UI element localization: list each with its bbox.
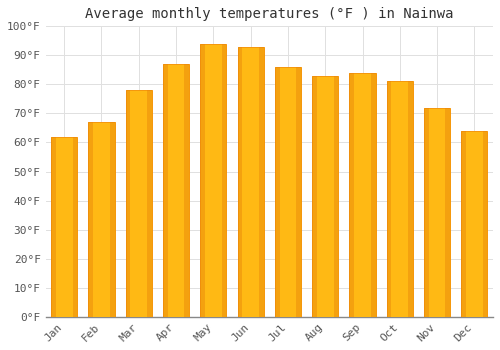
Bar bbox=[200, 44, 205, 317]
Bar bbox=[163, 64, 168, 317]
Bar bbox=[387, 82, 392, 317]
Bar bbox=[238, 47, 242, 317]
Bar bbox=[462, 131, 487, 317]
Bar bbox=[126, 90, 152, 317]
Bar bbox=[462, 131, 466, 317]
Bar bbox=[163, 64, 189, 317]
Bar bbox=[88, 122, 93, 317]
Bar bbox=[184, 64, 189, 317]
Bar bbox=[350, 73, 354, 317]
Bar bbox=[147, 90, 152, 317]
Bar bbox=[72, 137, 78, 317]
Bar bbox=[238, 47, 264, 317]
Bar bbox=[350, 73, 376, 317]
Bar bbox=[387, 82, 413, 317]
Bar bbox=[110, 122, 114, 317]
Bar bbox=[296, 67, 301, 317]
Bar bbox=[371, 73, 376, 317]
Bar bbox=[222, 44, 226, 317]
Bar bbox=[312, 76, 317, 317]
Title: Average monthly temperatures (°F ) in Nainwa: Average monthly temperatures (°F ) in Na… bbox=[85, 7, 454, 21]
Bar bbox=[51, 137, 78, 317]
Bar bbox=[424, 108, 450, 317]
Bar bbox=[483, 131, 488, 317]
Bar bbox=[275, 67, 280, 317]
Bar bbox=[259, 47, 264, 317]
Bar bbox=[446, 108, 450, 317]
Bar bbox=[126, 90, 130, 317]
Bar bbox=[424, 108, 429, 317]
Bar bbox=[51, 137, 56, 317]
Bar bbox=[88, 122, 115, 317]
Bar bbox=[334, 76, 338, 317]
Bar bbox=[200, 44, 226, 317]
Bar bbox=[312, 76, 338, 317]
Bar bbox=[408, 82, 413, 317]
Bar bbox=[275, 67, 301, 317]
